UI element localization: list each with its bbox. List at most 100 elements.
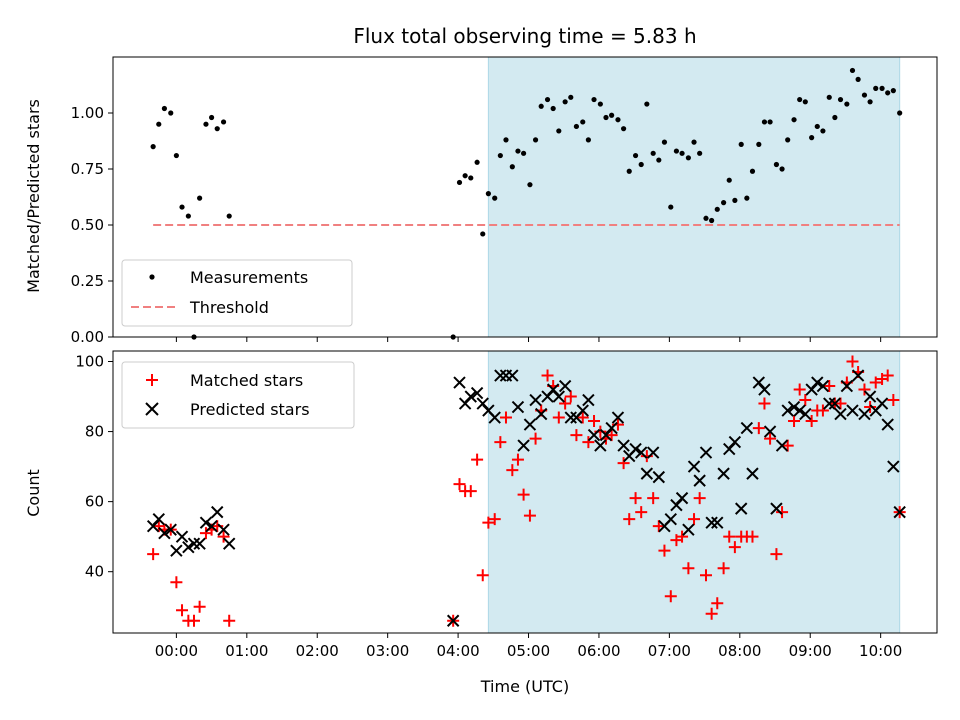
bottom-xtick-label: 06:00 — [577, 642, 620, 660]
measurement-point — [703, 215, 709, 221]
predicted-star-point — [781, 404, 794, 417]
matched-star-point — [805, 415, 818, 428]
matched-star-point — [570, 429, 583, 442]
matched-star-point — [176, 604, 189, 617]
measurement-point — [168, 110, 174, 116]
measurement-point — [673, 148, 680, 154]
predicted-star-point — [582, 393, 595, 407]
measurement-point — [867, 99, 873, 105]
measurement-point — [492, 195, 498, 201]
predicted-star-point — [175, 530, 189, 543]
predicted-star-point — [840, 379, 854, 393]
predicted-star-point — [858, 407, 871, 421]
measurement-point — [802, 99, 808, 105]
predicted-star-point — [711, 516, 724, 529]
measurement-point — [197, 195, 203, 201]
measurement-point — [503, 137, 509, 143]
measurement-point — [767, 119, 773, 125]
measurement-point — [573, 123, 580, 130]
measurement-point — [527, 182, 533, 188]
predicted-star-point — [646, 446, 660, 459]
measurement-point — [773, 161, 780, 168]
measurement-point — [691, 139, 697, 145]
predicted-star-point — [564, 411, 577, 424]
measurement-point — [532, 137, 539, 143]
predicted-star-point — [187, 537, 201, 550]
measurement-point — [632, 152, 639, 159]
predicted-star-point — [834, 407, 847, 421]
measurement-point — [591, 96, 597, 103]
matched-star-point — [682, 562, 695, 575]
chart-title: Flux total observing time = 5.83 h — [353, 24, 696, 48]
matched-star-point — [488, 513, 501, 526]
measurement-point — [855, 76, 861, 82]
bottom-y-axis-label: Count — [24, 469, 43, 517]
measurement-point — [226, 213, 232, 219]
measurement-point — [520, 150, 527, 156]
measurement-point — [826, 94, 832, 100]
matched-star-point — [781, 439, 794, 452]
matched-star-point — [776, 506, 789, 519]
predicted-star-point — [799, 407, 812, 421]
predicted-star-point — [523, 418, 537, 431]
measurement-point — [820, 128, 826, 134]
measurement-point — [849, 67, 856, 74]
matched-star-point — [869, 376, 882, 389]
measurement-point — [638, 161, 644, 168]
measurement-point — [644, 101, 650, 107]
matched-star-point — [523, 509, 536, 522]
matched-star-point — [758, 397, 771, 410]
matched-star-point — [764, 432, 777, 445]
matched-star-point — [788, 415, 801, 428]
matched-star-point — [728, 541, 741, 554]
matched-star-point — [476, 569, 489, 582]
matched-star-point — [564, 390, 577, 403]
measurement-point — [480, 231, 486, 237]
predicted-star-point — [158, 526, 171, 540]
predicted-star-point — [763, 425, 777, 438]
matched-star-point — [823, 380, 836, 393]
predicted-star-point — [846, 404, 859, 417]
predicted-star-point — [164, 523, 177, 536]
matched-star-point — [652, 520, 665, 533]
measurement-point — [844, 101, 850, 107]
measurement-point — [185, 213, 191, 219]
measurement-point — [609, 112, 615, 118]
matched-star-point — [658, 544, 671, 557]
measurement-point — [485, 191, 491, 197]
measurement-point — [208, 114, 215, 121]
matched-star-point — [511, 453, 524, 466]
measurement-point — [468, 175, 474, 181]
predicted-star-point — [735, 502, 748, 515]
legend-matched-marker — [146, 374, 158, 386]
predicted-star-point — [494, 369, 507, 382]
measurement-point — [161, 105, 168, 112]
predicted-star-point — [634, 446, 648, 459]
predicted-star-point — [717, 467, 730, 480]
matched-star-point — [881, 369, 894, 382]
matched-star-point — [494, 436, 507, 449]
matched-star-point — [499, 411, 512, 424]
measurement-point — [732, 197, 738, 203]
predicted-star-point — [205, 519, 218, 533]
predicted-star-point — [629, 442, 642, 456]
matched-star-point — [552, 411, 565, 424]
predicted-star-point — [506, 369, 519, 382]
measurement-point — [726, 177, 732, 183]
predicted-star-point — [170, 544, 183, 557]
bottom-xtick-label: 00:00 — [155, 642, 198, 660]
matched-star-point — [582, 436, 595, 449]
matched-star-point — [693, 492, 706, 505]
measurement-point — [615, 117, 621, 123]
matched-star-point — [482, 516, 495, 529]
measurement-point — [761, 119, 768, 125]
predicted-star-point — [605, 421, 618, 435]
measurement-point — [580, 119, 586, 125]
matched-star-point — [517, 488, 530, 501]
measurement-point — [837, 96, 844, 103]
matched-star-point — [770, 548, 783, 561]
measurement-point — [709, 217, 715, 224]
measurement-point — [173, 152, 179, 159]
top-plot-area: 0.00 0.25 0.50 0.75 1.00 — [71, 56, 938, 346]
predicted-star-point — [529, 393, 542, 407]
